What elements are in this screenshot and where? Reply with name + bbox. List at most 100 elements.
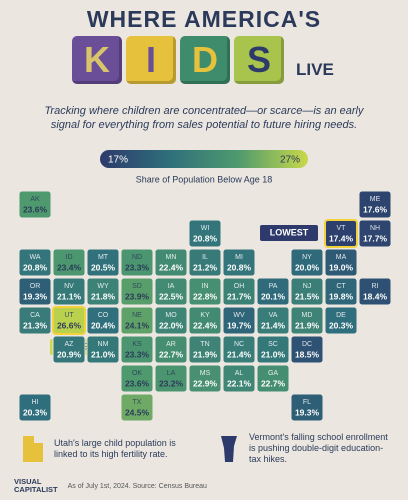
state-value: 21.7% (227, 291, 252, 301)
state-tile (154, 277, 188, 306)
state-value: 22.1% (227, 378, 252, 388)
state-abbr: NM (98, 341, 109, 348)
source: As of July 1st, 2024. Source: Census Bur… (67, 482, 207, 490)
state-tile (256, 306, 290, 335)
state-value: 17.6% (363, 204, 388, 214)
legend-max: 27% (280, 155, 300, 166)
state-abbr: MI (235, 254, 243, 261)
state-tile (18, 277, 52, 306)
state-tile (154, 248, 188, 277)
state-value: 23.6% (23, 204, 48, 214)
state-value: 19.3% (295, 407, 320, 417)
state-value: 23.3% (125, 262, 150, 272)
state-value: 21.9% (295, 320, 320, 330)
state-tile (18, 190, 52, 219)
state-abbr: OK (132, 370, 142, 377)
state-tile (222, 277, 256, 306)
state-value: 21.0% (91, 349, 116, 359)
state-tile (188, 219, 222, 248)
state-tile (120, 306, 154, 335)
callout-label: LOWEST (270, 227, 309, 237)
state-abbr: IN (202, 283, 209, 290)
state-tile (120, 393, 154, 422)
state-value: 20.3% (23, 407, 48, 417)
state-tile (18, 306, 52, 335)
state-tile (18, 248, 52, 277)
block: K (72, 36, 122, 84)
state-value: 20.0% (295, 262, 320, 272)
subtitle: Tracking where children are concentrated… (0, 104, 408, 132)
state-tile (222, 364, 256, 393)
state-abbr: AK (30, 196, 40, 203)
state-tile (86, 248, 120, 277)
subtitle-line: signal for everything from sales potenti… (50, 119, 358, 131)
state-value: 20.8% (193, 233, 218, 243)
state-value: 21.4% (227, 349, 252, 359)
state-abbr: OR (30, 283, 41, 290)
note-text: Utah's large child population is linked … (54, 437, 176, 459)
state-abbr: SC (268, 341, 278, 348)
state-abbr: KY (200, 312, 210, 319)
state-abbr: OH (234, 283, 245, 290)
state-value: 21.3% (23, 320, 48, 330)
state-tile (256, 335, 290, 364)
state-abbr: UT (64, 312, 74, 319)
block: S (234, 36, 284, 84)
state-tile (188, 277, 222, 306)
logo: VISUAL CAPITALIST (14, 478, 58, 494)
state-value: 22.4% (193, 320, 218, 330)
state-value: 21.5% (295, 291, 320, 301)
state-abbr: ND (132, 254, 142, 261)
state-abbr: MS (200, 370, 211, 377)
state-value: 20.8% (227, 262, 252, 272)
state-tile (120, 277, 154, 306)
state-abbr: IL (202, 254, 208, 261)
state-value: 19.8% (329, 291, 354, 301)
state-tile (290, 335, 324, 364)
state-tile (86, 306, 120, 335)
state-abbr: IA (168, 283, 175, 290)
state-value: 20.3% (329, 320, 354, 330)
state-abbr: NE (132, 312, 142, 319)
state-abbr: DC (302, 341, 312, 348)
state-abbr: WA (29, 254, 40, 261)
state-value: 18.5% (295, 349, 320, 359)
state-value: 19.3% (23, 291, 48, 301)
state-value: 24.5% (125, 407, 150, 417)
state-abbr: MA (336, 254, 347, 261)
state-tile (324, 306, 358, 335)
state-abbr: TN (200, 341, 209, 348)
note: Utah's large child population is linked … (20, 432, 195, 465)
state-tile (256, 364, 290, 393)
logo-line: VISUAL (14, 477, 42, 486)
state-tile (120, 335, 154, 364)
state-abbr: SD (132, 283, 142, 290)
block: D (180, 36, 230, 84)
state-abbr: MD (302, 312, 313, 319)
state-tile (18, 393, 52, 422)
state-tile (222, 306, 256, 335)
state-value: 17.4% (329, 233, 354, 243)
state-tile (86, 277, 120, 306)
state-tile (52, 248, 86, 277)
state-value: 19.7% (227, 320, 252, 330)
state-abbr: GA (268, 370, 278, 377)
block: I (126, 36, 176, 84)
state-tile (120, 248, 154, 277)
state-value: 23.3% (125, 349, 150, 359)
state-abbr: AL (235, 370, 244, 377)
state-abbr: NH (370, 225, 380, 232)
state-abbr: VT (337, 225, 347, 232)
state-tile (324, 248, 358, 277)
state-abbr: AR (166, 341, 176, 348)
state-tile (324, 277, 358, 306)
state-tile (188, 364, 222, 393)
state-abbr: FL (303, 399, 311, 406)
state-value: 23.2% (159, 378, 184, 388)
state-value: 24.1% (125, 320, 150, 330)
state-value: 21.0% (261, 349, 286, 359)
state-abbr: KS (132, 341, 142, 348)
state-value: 21.8% (91, 291, 116, 301)
state-abbr: DE (336, 312, 346, 319)
